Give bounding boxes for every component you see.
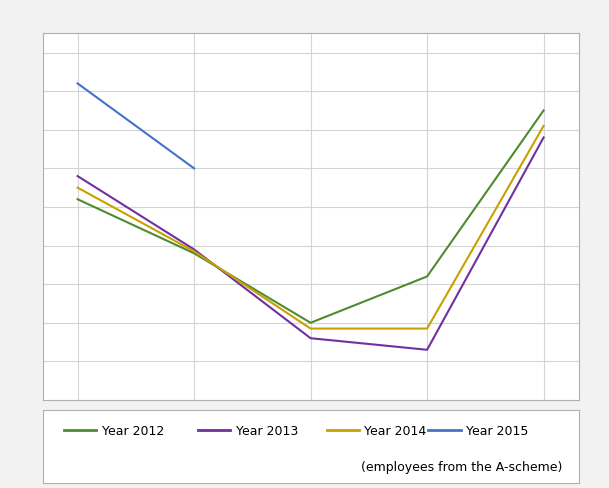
Text: Year 2013: Year 2013 <box>236 424 298 437</box>
Text: Year 2012: Year 2012 <box>102 424 164 437</box>
Text: Year 2014: Year 2014 <box>364 424 426 437</box>
Text: Year 2015: Year 2015 <box>466 424 529 437</box>
Text: (employees from the A-scheme): (employees from the A-scheme) <box>361 461 563 473</box>
